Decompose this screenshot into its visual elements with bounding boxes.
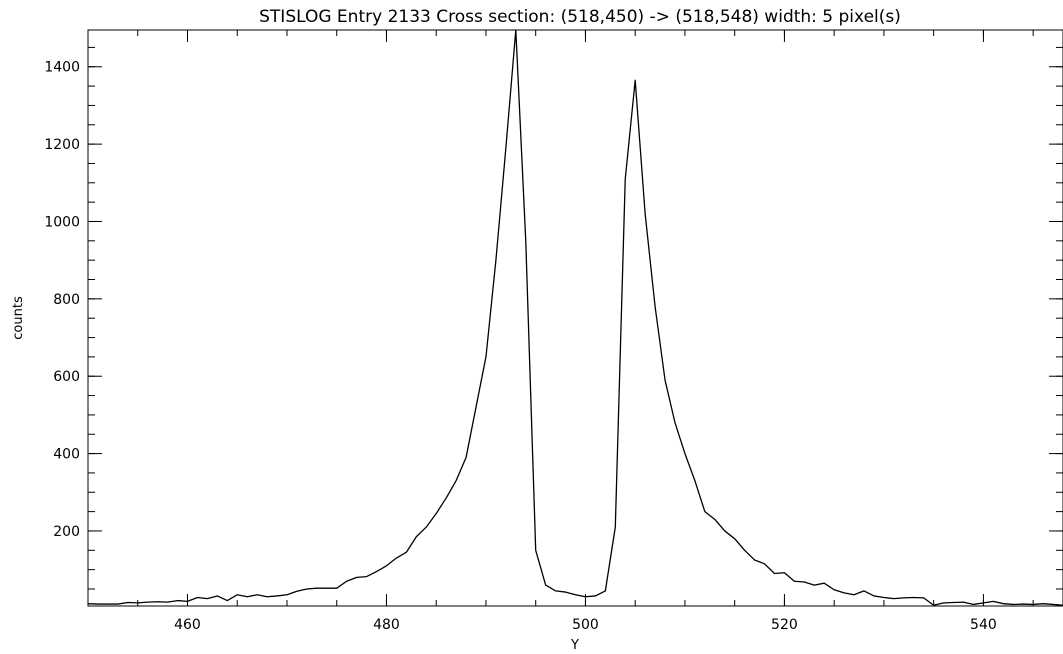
axis-ticks	[87, 30, 1063, 606]
y-tick-label: 1000	[44, 214, 80, 230]
x-tick-label: 520	[771, 617, 798, 633]
chart-title: STISLOG Entry 2133 Cross section: (518,4…	[259, 7, 901, 27]
y-tick-label: 1400	[44, 60, 80, 76]
y-tick-label: 600	[53, 369, 80, 385]
x-tick-label: 500	[572, 617, 599, 633]
tick-labels: 460 480 500 520 540 200 400 600 800 1000 1200 1400	[44, 60, 996, 633]
y-tick-label: 200	[53, 524, 80, 540]
x-tick-label: 480	[373, 617, 400, 633]
y-tick-label: 400	[53, 447, 80, 463]
x-tick-label: 460	[174, 617, 201, 633]
y-axis-label: counts	[11, 296, 26, 340]
y-tick-label: 800	[53, 292, 80, 308]
series-line	[87, 29, 1063, 606]
x-axis-label: Y	[570, 638, 579, 653]
plot-frame	[87, 29, 1063, 607]
x-tick-label: 540	[970, 617, 997, 633]
y-tick-label: 1200	[44, 137, 80, 153]
